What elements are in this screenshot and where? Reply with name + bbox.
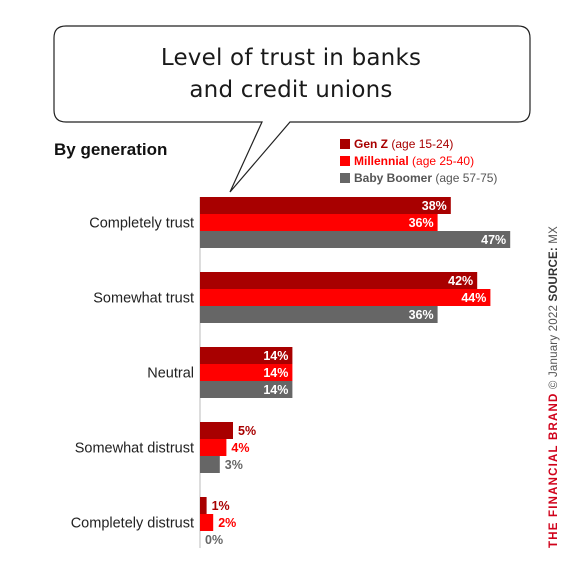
data-label-millennial-somewhat-distrust: 4% <box>231 441 249 455</box>
legend-item-gen-z: Gen Z (age 15-24) <box>340 137 453 151</box>
data-label-millennial-completely-distrust: 2% <box>218 516 236 530</box>
category-label-completely-distrust: Completely distrust <box>71 516 194 532</box>
bar-gen-z-completely-trust <box>200 197 451 214</box>
brand-name: THE FINANCIAL BRAND <box>548 392 560 548</box>
legend-swatch-millennial <box>340 156 350 166</box>
data-label-baby-boomer-completely-trust: 47% <box>481 233 506 247</box>
data-label-baby-boomer-somewhat-distrust: 3% <box>225 458 243 472</box>
bar-baby-boomer-somewhat-distrust <box>200 456 220 473</box>
data-label-gen-z-somewhat-distrust: 5% <box>238 424 256 438</box>
data-label-baby-boomer-completely-distrust: 0% <box>205 533 223 547</box>
legend-age-gen-z: (age 15-24) <box>391 137 454 151</box>
data-label-millennial-completely-trust: 36% <box>409 216 434 230</box>
data-label-gen-z-completely-trust: 38% <box>422 199 447 213</box>
bar-gen-z-somewhat-trust <box>200 272 478 289</box>
data-label-gen-z-somewhat-trust: 42% <box>448 274 473 288</box>
bar-millennial-completely-distrust <box>200 514 214 531</box>
source-label: SOURCE: <box>548 247 560 302</box>
bar-baby-boomer-neutral <box>200 381 293 398</box>
data-label-millennial-neutral: 14% <box>263 366 288 380</box>
bar-gen-z-neutral <box>200 347 293 364</box>
legend-swatch-baby-boomer <box>340 173 350 183</box>
category-label-somewhat-distrust: Somewhat distrust <box>75 441 194 457</box>
bar-millennial-completely-trust <box>200 214 438 231</box>
legend-age-millennial: (age 25-40) <box>412 154 475 168</box>
data-label-gen-z-neutral: 14% <box>263 349 288 363</box>
category-label-somewhat-trust: Somewhat trust <box>93 291 194 307</box>
legend-item-baby-boomer: Baby Boomer (age 57-75) <box>340 171 497 185</box>
bar-gen-z-somewhat-distrust <box>200 422 233 439</box>
legend-name-millennial: Millennial <box>354 154 409 168</box>
category-label-neutral: Neutral <box>147 366 194 382</box>
legend-name-gen-z: Gen Z <box>354 137 389 151</box>
data-label-baby-boomer-neutral: 14% <box>263 383 288 397</box>
bar-millennial-somewhat-trust <box>200 289 491 306</box>
source-credit: THE FINANCIAL BRAND © January 2022 SOURC… <box>548 226 560 548</box>
chart-title-line-2: and credit unions <box>189 77 393 103</box>
bar-millennial-neutral <box>200 364 293 381</box>
source-name: MX <box>548 226 560 244</box>
bar-gen-z-completely-distrust <box>200 497 207 514</box>
bar-baby-boomer-completely-trust <box>200 231 511 248</box>
legend-item-millennial: Millennial (age 25-40) <box>340 154 474 168</box>
category-label-completely-trust: Completely trust <box>89 216 194 232</box>
chart-subtitle: By generation <box>54 140 168 159</box>
speech-bubble <box>53 25 531 193</box>
copyright-date: © January 2022 <box>548 304 560 390</box>
legend-swatch-gen-z <box>340 139 350 149</box>
data-label-baby-boomer-somewhat-trust: 36% <box>409 308 434 322</box>
data-label-gen-z-completely-distrust: 1% <box>212 499 230 513</box>
bar-millennial-somewhat-distrust <box>200 439 227 456</box>
bar-baby-boomer-somewhat-trust <box>200 306 438 323</box>
legend-name-baby-boomer: Baby Boomer <box>354 171 433 185</box>
legend-age-baby-boomer: (age 57-75) <box>435 171 498 185</box>
data-label-millennial-somewhat-trust: 44% <box>461 291 486 305</box>
chart-title-line-1: Level of trust in banks <box>160 45 422 71</box>
